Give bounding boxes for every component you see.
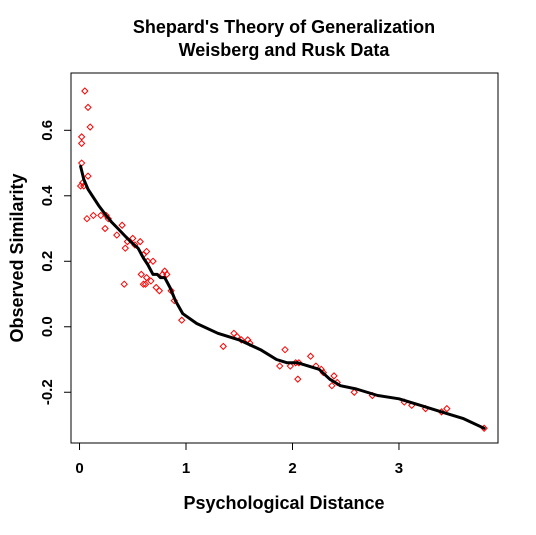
data-point [142,247,151,256]
data-point [230,329,238,338]
y-axis-label: Observed Similarity [7,173,27,342]
data-point [113,231,121,239]
data-point [163,270,171,279]
data-point [294,375,302,383]
y-tick-label: -0.2 [39,379,56,405]
x-tick-label: 3 [395,460,403,477]
data-point [101,224,109,233]
y-tick-label: 0.6 [39,120,56,141]
data-point [281,345,289,354]
data-point [139,280,148,288]
data-point [86,123,94,131]
data-points [76,87,488,432]
data-point [219,342,227,351]
data-point [276,362,284,370]
data-point [443,404,451,413]
data-point [89,211,98,220]
y-tick-label: 0.2 [39,251,56,272]
data-point [76,182,85,190]
x-tick-label: 0 [75,460,83,477]
data-point [155,287,164,295]
data-point [137,270,145,279]
data-point [77,133,86,141]
data-point [118,221,126,229]
data-point [152,283,160,292]
data-point [84,172,92,180]
fit-line [79,164,486,430]
data-point [129,234,137,243]
data-point [350,388,358,396]
x-tick-label: 2 [288,460,296,477]
plot-frame [70,72,499,444]
data-point [306,352,315,360]
data-point [136,237,144,246]
data-point [83,215,91,223]
y-tick-label: 0.0 [39,316,56,337]
data-point [81,87,89,95]
x-axis: 0 1 2 3 [75,443,403,477]
data-point [97,211,105,220]
data-point [328,381,336,390]
y-tick-label: 0.4 [39,185,56,207]
chart-subtitle: Weisberg and Rusk Data [179,40,391,60]
data-point [330,372,338,380]
data-point [141,280,150,288]
x-tick-label: 1 [182,460,190,477]
data-point [147,277,155,285]
data-point [121,244,130,252]
y-axis: -0.2 0.0 0.2 0.4 0.6 [39,120,71,405]
data-point [84,103,92,112]
data-point [142,273,151,282]
data-point [77,159,86,167]
x-axis-label: Psychological Distance [183,493,384,513]
data-point [178,316,186,324]
data-point [149,257,157,265]
data-point [286,362,295,370]
chart-title: Shepard's Theory of Generalization [133,17,435,37]
data-point [120,280,128,288]
data-point [77,139,86,148]
